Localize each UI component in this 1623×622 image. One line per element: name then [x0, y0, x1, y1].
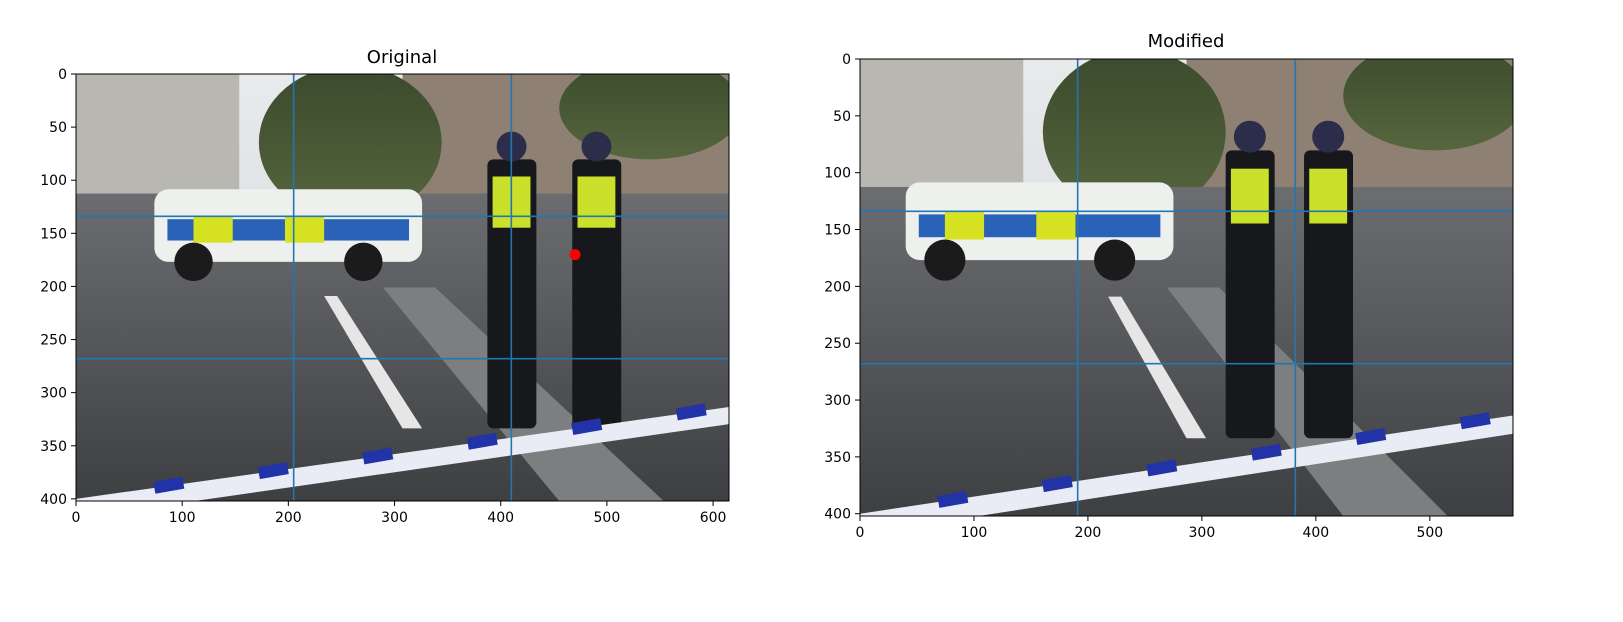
panel-title-original: Original: [367, 47, 437, 68]
x-tick-label: 400: [1302, 525, 1329, 541]
original-axes-frame: [75, 73, 730, 502]
y-tick-label: 400: [824, 507, 851, 523]
y-tick-label: 100: [824, 166, 851, 182]
x-tick-label: 300: [381, 510, 408, 526]
original-panel: Original 0 100 200 300 400 500 600 0 50 100 150 20…: [40, 47, 730, 526]
y-tick-label: 50: [833, 109, 851, 125]
y-tick-label: 300: [40, 386, 67, 402]
x-tick-label: 0: [856, 525, 865, 541]
x-tick-label: 400: [487, 510, 514, 526]
original-y-axis: 0 50 100 150 200 250 300 350 400: [40, 67, 76, 508]
modified-axes-frame: [859, 58, 1514, 517]
x-tick-label: 300: [1189, 525, 1216, 541]
y-tick-label: 0: [842, 52, 851, 68]
x-tick-label: 600: [700, 510, 727, 526]
panel-title-modified: Modified: [1148, 31, 1225, 52]
y-tick-label: 400: [40, 492, 67, 508]
modified-y-axis: 0 50 100 150 200 250 300 350 400: [824, 52, 860, 523]
y-tick-label: 350: [824, 450, 851, 466]
y-tick-label: 200: [824, 279, 851, 295]
x-tick-label: 200: [275, 510, 302, 526]
y-tick-label: 300: [824, 393, 851, 409]
modified-panel: Modified 0 100 200 300 400 500 0 50 100 150 200 25…: [824, 31, 1514, 541]
y-tick-label: 100: [40, 173, 67, 189]
y-tick-label: 250: [824, 336, 851, 352]
x-tick-label: 200: [1075, 525, 1102, 541]
x-tick-label: 500: [594, 510, 621, 526]
x-tick-label: 100: [169, 510, 196, 526]
y-tick-label: 150: [40, 226, 67, 242]
x-tick-label: 100: [961, 525, 988, 541]
modified-x-axis: 0 100 200 300 400 500: [856, 516, 1443, 541]
modified-photo: [860, 59, 1513, 516]
x-tick-label: 500: [1416, 525, 1443, 541]
y-tick-label: 200: [40, 279, 67, 295]
y-tick-label: 0: [58, 67, 67, 83]
y-tick-label: 250: [40, 333, 67, 349]
y-tick-label: 50: [49, 120, 67, 136]
keypoint-marker: [569, 249, 581, 261]
y-tick-label: 350: [40, 439, 67, 455]
x-tick-label: 0: [72, 510, 81, 526]
y-tick-label: 150: [824, 223, 851, 239]
original-photo: [76, 74, 729, 501]
original-x-axis: 0 100 200 300 400 500 600: [72, 501, 727, 526]
